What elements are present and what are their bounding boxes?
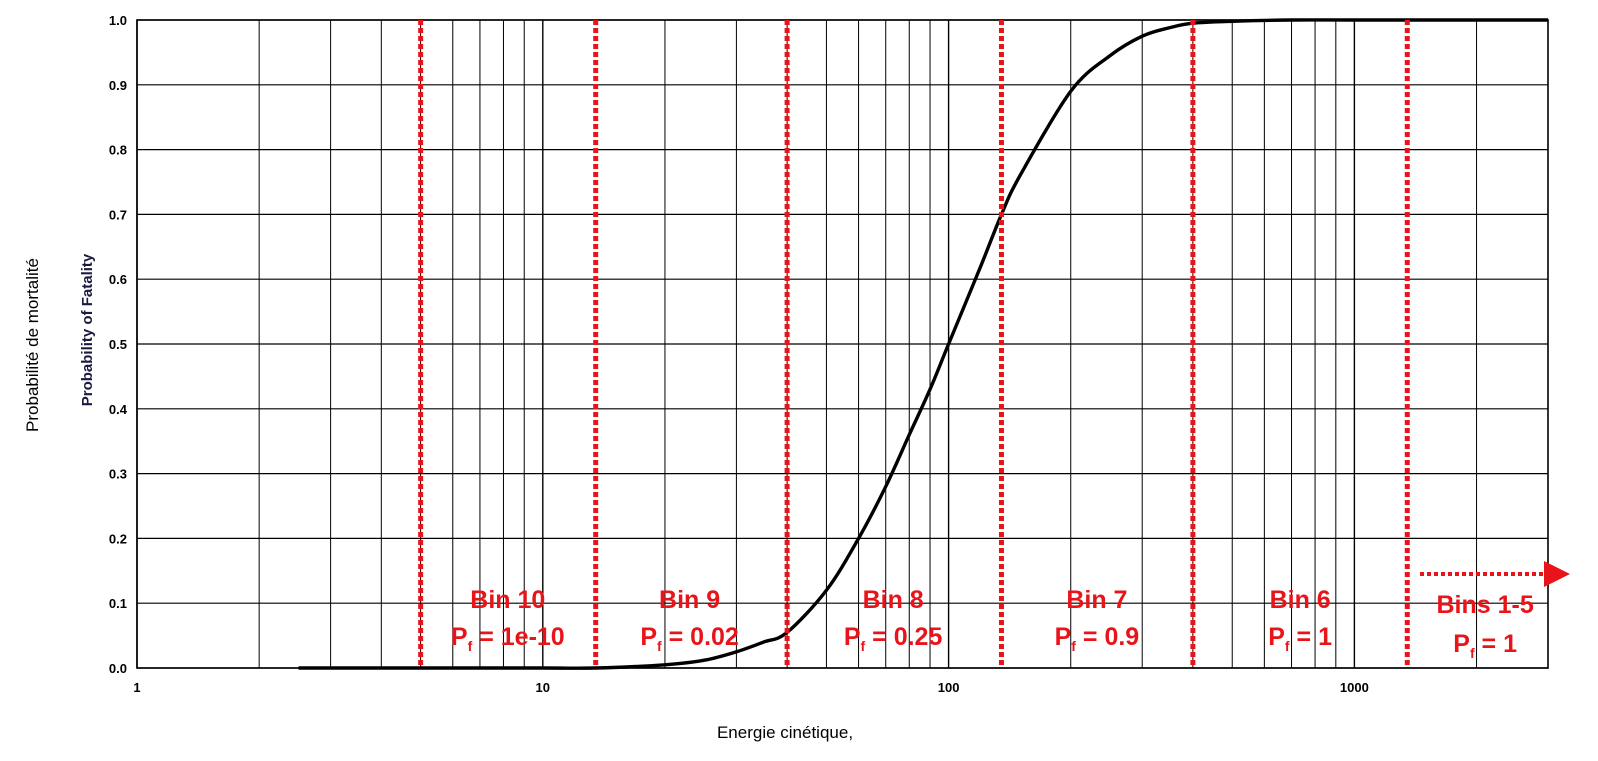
y-tick-label: 0.6 xyxy=(109,272,127,287)
bin-name-label: Bin 7 xyxy=(1066,586,1127,614)
x-tick-label: 1000 xyxy=(1340,680,1369,695)
bin-name-label: Bin 9 xyxy=(659,586,720,614)
bin-pf-label: Pf = 0.25 xyxy=(844,623,943,654)
y-axis-title: Probabilité de mortalité xyxy=(23,258,42,432)
bin-name-label: Bin 10 xyxy=(470,586,545,614)
y-tick-label: 0.7 xyxy=(109,207,127,222)
y-tick-label: 0.3 xyxy=(109,467,127,482)
y-tick-label: 1.0 xyxy=(109,13,127,28)
grid xyxy=(136,19,1549,669)
bin-name-label: Bins 1-5 xyxy=(1437,591,1534,619)
y-tick-label: 0.5 xyxy=(109,337,127,352)
bin-name-label: Bin 8 xyxy=(863,586,924,614)
y-tick-label: 0.1 xyxy=(109,596,127,611)
plot-border xyxy=(136,19,1549,669)
x-tick-labels: 1 10 100 1000 xyxy=(133,680,1368,695)
bin-pf-label: Pf = 1 xyxy=(1268,623,1332,654)
x-tick-label: 1 xyxy=(133,680,140,695)
y-tick-label: 0.2 xyxy=(109,531,127,546)
bin-name-label: Bin 6 xyxy=(1270,586,1331,614)
bin-pf-label: Pf = 0.02 xyxy=(640,623,739,654)
x-tick-label: 10 xyxy=(536,680,550,695)
bin-pf-label: Pf = 1 xyxy=(1453,630,1517,661)
x-tick-label: 100 xyxy=(938,680,960,695)
x-axis-title: Energie cinétique, xyxy=(717,723,853,742)
y-tick-label: 0.4 xyxy=(109,402,128,417)
bins-arrow xyxy=(1420,561,1570,587)
y-tick-labels: 0.0 0.1 0.2 0.3 0.4 0.5 0.6 0.7 0.8 0.9 1.0 xyxy=(109,13,128,676)
bin-pf-label: Pf = 0.9 xyxy=(1055,623,1140,654)
y-tick-label: 0.9 xyxy=(109,78,127,93)
bin-pf-label: Pf = 1e-10 xyxy=(451,623,565,654)
bin-boundaries xyxy=(418,20,1410,668)
y-tick-label: 0.8 xyxy=(109,143,127,158)
y-tick-label: 0.0 xyxy=(109,661,127,676)
bin-labels: Bin 10 Pf = 1e-10 Bin 9 Pf = 0.02 Bin 8 Pf = … xyxy=(451,586,1534,661)
y-axis-overlay-title: Probability of Fatality xyxy=(79,253,96,406)
plot-frame xyxy=(136,19,1549,669)
arrow-head xyxy=(1544,561,1570,587)
